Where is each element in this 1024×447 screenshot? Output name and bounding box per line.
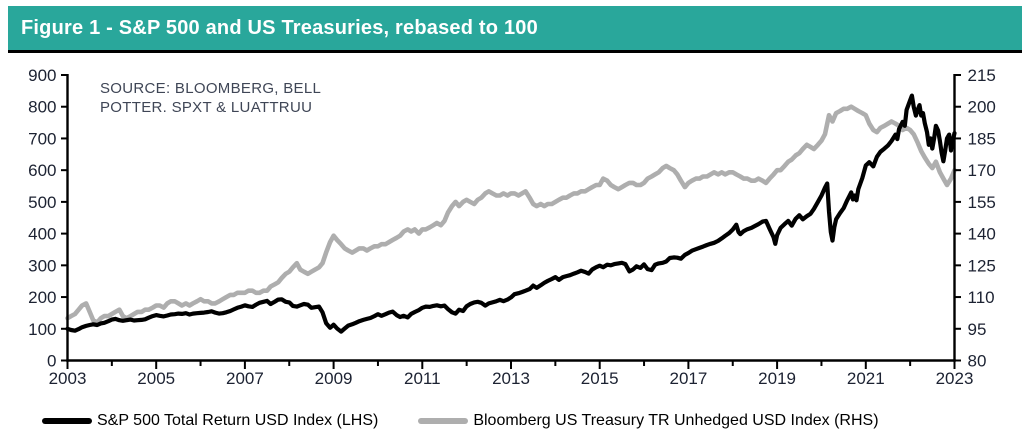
year-tick-label: 2019	[758, 369, 796, 388]
left-tick-label: 0	[47, 352, 56, 371]
year-tick-label: 2005	[137, 369, 175, 388]
chart-legend: S&P 500 Total Return USD Index (LHS) Blo…	[42, 412, 879, 430]
right-tick-label: 125	[968, 256, 996, 275]
left-tick-label: 400	[28, 225, 56, 244]
right-tick-label: 140	[968, 225, 996, 244]
right-tick-label: 95	[968, 320, 987, 339]
right-tick-label: 215	[968, 66, 996, 85]
right-tick-label: 185	[968, 129, 996, 148]
legend-label-treasury: Bloomberg US Treasury TR Unhedged USD In…	[473, 412, 879, 429]
year-tick-label: 2011	[404, 369, 441, 388]
left-tick-label: 600	[28, 161, 56, 180]
year-tick-label: 2015	[581, 369, 619, 388]
left-tick-label: 200	[28, 288, 56, 307]
sp500-line	[65, 93, 957, 334]
left-tick-label: 100	[28, 320, 56, 339]
sp500-line-swatch	[42, 418, 92, 424]
left-tick-label: 800	[28, 98, 56, 117]
source-note-line2: POTTER. SPXT & LUATTRUU	[100, 99, 313, 116]
legend-item-treasury: Bloomberg US Treasury TR Unhedged USD In…	[418, 412, 879, 430]
right-tick-label: 110	[968, 288, 995, 307]
treasury-line	[65, 104, 957, 325]
year-tick-label: 2021	[847, 369, 885, 388]
right-tick-label: 170	[968, 161, 996, 180]
chart-area: 0 100 200 300 400 500 600 700 800 900 80 95 110 125 14…	[0, 53, 1024, 403]
left-tick-label: 700	[28, 129, 56, 148]
right-tick-label: 200	[968, 98, 996, 117]
figure-title-bar: Figure 1 - S&P 500 and US Treasuries, re…	[8, 6, 1022, 53]
year-tick-label: 2009	[315, 369, 353, 388]
year-tick-label: 2023	[936, 369, 974, 388]
line-chart: 0 100 200 300 400 500 600 700 800 900 80 95 110 125 14…	[28, 66, 996, 388]
year-tick-label: 2007	[226, 369, 264, 388]
left-tick-label: 500	[28, 193, 56, 212]
legend-label-sp500: S&P 500 Total Return USD Index (LHS)	[97, 412, 379, 429]
year-tick-label: 2013	[492, 369, 530, 388]
legend-item-sp500: S&P 500 Total Return USD Index (LHS)	[42, 412, 378, 430]
left-tick-label: 900	[28, 66, 56, 85]
right-tick-label: 155	[968, 193, 996, 212]
left-tick-label: 300	[28, 256, 56, 275]
right-tick-label: 80	[968, 352, 987, 371]
year-tick-label: 2003	[49, 369, 87, 388]
source-note: SOURCE: BLOOMBERG, BELL POTTER. SPXT & L…	[100, 79, 321, 117]
figure-title: Figure 1 - S&P 500 and US Treasuries, re…	[21, 17, 538, 39]
year-tick-label: 2017	[669, 369, 707, 388]
source-note-line1: SOURCE: BLOOMBERG, BELL	[100, 80, 322, 97]
treasury-line-swatch	[418, 418, 469, 424]
